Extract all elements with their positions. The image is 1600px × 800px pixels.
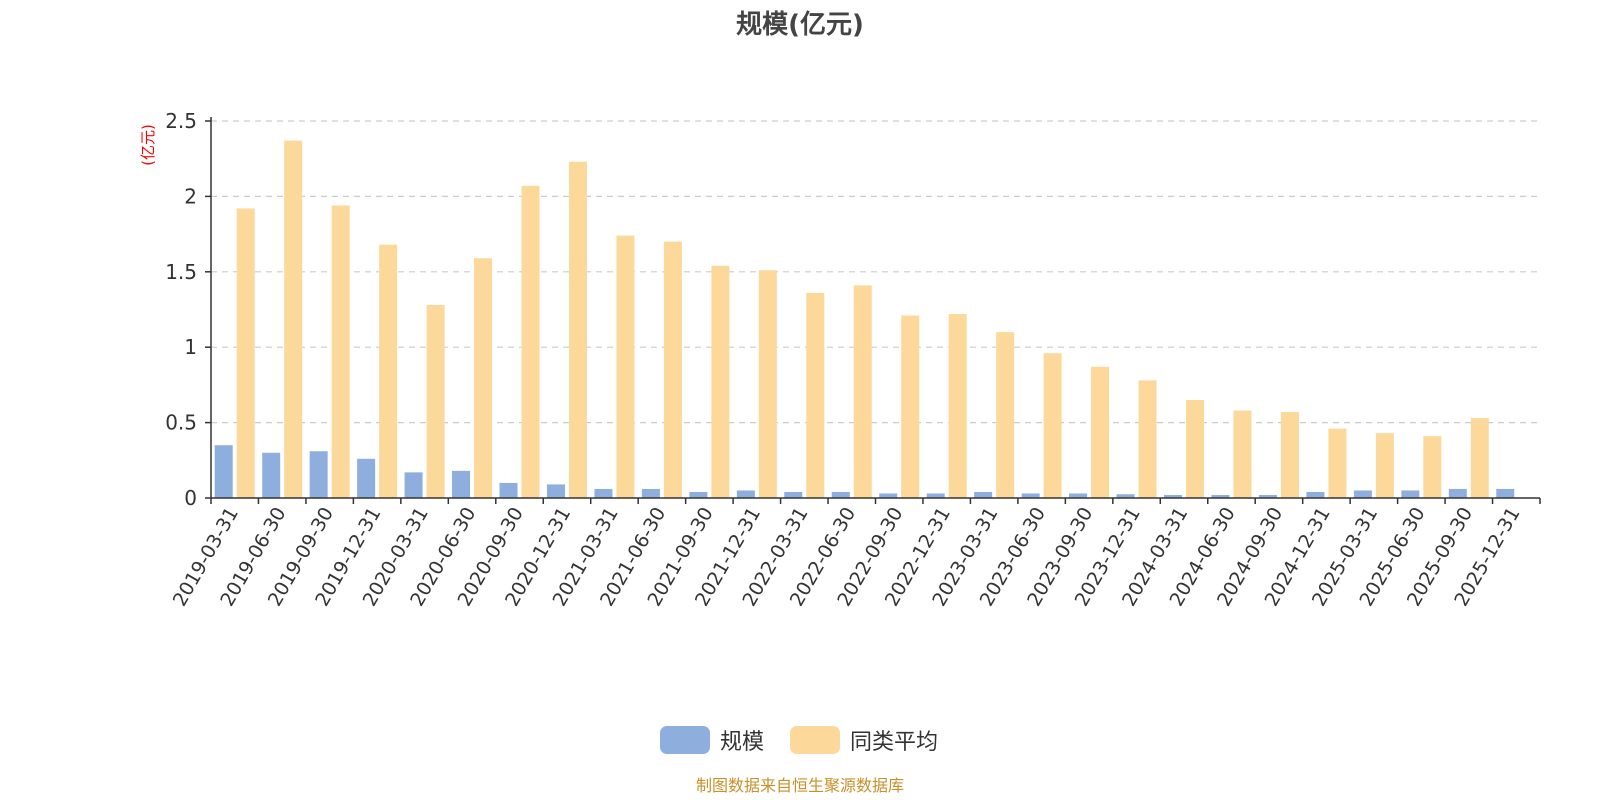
bar-peer-average[interactable] [616,236,634,498]
bar-peer-average[interactable] [1281,412,1299,498]
legend-swatch [790,726,840,754]
legend[interactable]: 规模 同类平均 [660,726,938,755]
bar-scale[interactable] [832,492,850,498]
bar-peer-average[interactable] [332,205,350,498]
bar-scale[interactable] [784,492,802,498]
bar-peer-average[interactable] [1471,418,1489,498]
legend-item-peer-average[interactable]: 同类平均 [790,726,938,755]
bar-peer-average[interactable] [854,285,872,498]
bar-peer-average[interactable] [1091,367,1109,498]
bar-scale[interactable] [689,492,707,498]
legend-item-scale[interactable]: 规模 [660,726,764,755]
legend-swatch [660,726,710,754]
bar-peer-average[interactable] [474,258,492,498]
bar-peer-average[interactable] [806,293,824,498]
bar-scale[interactable] [310,451,328,498]
bar-scale[interactable] [357,459,375,498]
legend-label: 同类平均 [850,730,938,755]
y-tick-label: 1 [184,335,197,359]
y-tick-label: 1.5 [165,260,197,284]
y-tick-label: 2 [184,184,197,208]
source-note: 制图数据来自恒生聚源数据库 [696,776,904,795]
y-tick-label: 2.5 [165,109,197,133]
bar-scale[interactable] [974,492,992,498]
bar-scale[interactable] [1354,490,1372,498]
bar-scale[interactable] [500,483,518,498]
bar-peer-average[interactable] [996,332,1014,498]
bar-scale[interactable] [547,484,565,498]
chart-title: 规模(亿元) [736,10,864,40]
bar-peer-average[interactable] [284,141,302,498]
bar-scale[interactable] [642,489,660,498]
y-axis-ticks: 0 0.5 1 1.5 2 2.5 [165,109,211,510]
legend-label: 规模 [720,730,764,755]
bar-scale[interactable] [405,472,423,498]
bar-peer-average[interactable] [759,270,777,498]
y-axis-unit-label: (亿元) [139,124,157,166]
bar-scale[interactable] [262,453,280,498]
y-tick-label: 0.5 [165,411,197,435]
bar-scale[interactable] [737,490,755,498]
bar-scale[interactable] [594,489,612,498]
bar-scale[interactable] [1306,492,1324,498]
grid-lines [211,121,1540,423]
bar-peer-average[interactable] [237,208,255,498]
bar-peer-average[interactable] [569,162,587,498]
bar-scale[interactable] [1449,489,1467,498]
bar-scale[interactable] [1496,489,1514,498]
bar-peer-average[interactable] [1233,411,1251,498]
bar-peer-average[interactable] [522,186,540,498]
bar-peer-average[interactable] [1376,433,1394,498]
bar-scale[interactable] [215,445,233,498]
bar-peer-average[interactable] [1328,429,1346,498]
bar-peer-average[interactable] [1423,436,1441,498]
bar-peer-average[interactable] [427,305,445,498]
y-tick-label: 0 [184,486,197,510]
bar-scale[interactable] [452,471,470,498]
x-axis-ticks: 2019-03-312019-06-302019-09-302019-12-31… [169,498,1540,610]
bar-peer-average[interactable] [1186,400,1204,498]
bar-peer-average[interactable] [379,245,397,498]
bar-peer-average[interactable] [1139,380,1157,498]
bar-peer-average[interactable] [949,314,967,498]
bars [215,141,1515,498]
bar-peer-average[interactable] [711,266,729,498]
bar-peer-average[interactable] [901,316,919,498]
bar-peer-average[interactable] [1044,353,1062,498]
bar-scale[interactable] [1401,490,1419,498]
bar-peer-average[interactable] [664,242,682,498]
